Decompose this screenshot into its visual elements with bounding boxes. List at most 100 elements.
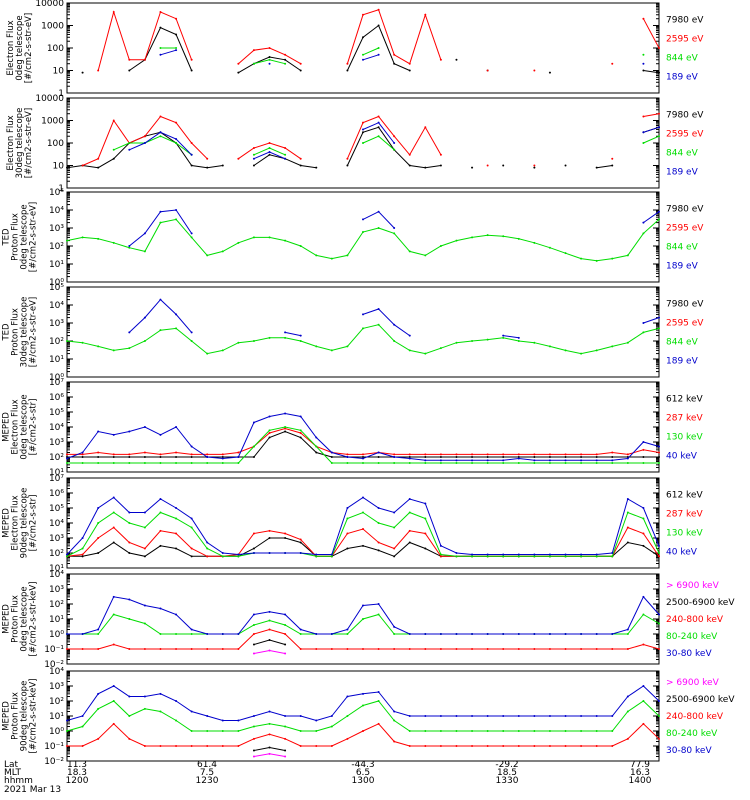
data-point [221,719,224,722]
series-line [66,126,660,169]
data-point [408,453,411,456]
data-point [81,71,84,74]
data-point [486,69,489,72]
footer-value: 1330 [496,776,519,786]
data-point [159,692,162,695]
data-point [237,62,240,65]
y-tick-label: 10⁰ [49,727,64,737]
data-point [315,553,318,556]
data-point [206,456,209,458]
data-point [517,715,520,717]
data-point [346,532,349,535]
series-line [67,613,660,635]
data-point [362,704,364,707]
y-tick-label: 10² [49,697,64,707]
y-axis-label: [#/cm2-s-str-eV] [29,297,39,367]
data-point [611,730,614,732]
data-point [642,456,645,458]
data-point [190,331,193,334]
data-point [642,517,645,520]
data-point [502,235,505,238]
data-point [143,135,146,138]
y-tick-label: 10⁻² [44,660,64,670]
y-tick-label: 10¹ [49,712,64,722]
data-point [159,456,162,458]
data-point [97,648,100,650]
data-point [175,426,178,428]
y-tick-label: 1000 [41,22,64,32]
data-point [502,648,505,650]
data-point [299,415,302,418]
data-point [362,53,364,56]
data-point [611,451,614,454]
data-point [143,451,146,454]
y-axis-label: Proton Flux [11,213,21,261]
data-point [564,648,567,650]
y-tick-label: 10³ [49,319,64,329]
data-point [486,338,489,341]
data-point [564,633,567,635]
data-point [190,236,193,239]
data-point [284,62,287,65]
data-point [268,429,271,432]
data-point [97,451,100,454]
data-point [284,715,287,717]
data-point [268,62,271,65]
footer-row-label: MLT [4,768,22,778]
data-point [346,456,349,458]
data-point [439,153,442,156]
series-line [66,511,660,557]
data-point [143,555,146,558]
data-point [580,633,583,635]
y-axis-label: 90deg telescope [20,681,30,752]
data-point [611,345,614,348]
data-point [642,331,645,334]
data-point [626,497,629,500]
data-point [175,719,178,722]
y-tick-label: 10 [53,67,65,77]
data-point [252,749,255,752]
legend-entry: 2500-6900 keV [666,695,735,705]
data-point [346,254,349,257]
data-point [346,517,349,520]
data-point [611,552,614,554]
data-point [175,517,178,520]
data-point [548,459,551,462]
data-point [159,135,162,138]
data-point [393,456,396,458]
data-point [175,209,178,211]
data-point [424,13,427,16]
legend-entry: 2500-6900 keV [666,598,735,608]
data-point [548,456,551,458]
data-point [471,730,474,732]
data-point [66,745,68,747]
data-point [595,553,598,556]
data-point [112,157,115,160]
data-point [658,451,660,454]
y-tick-label: 10¹ [49,615,64,625]
data-point [268,150,271,153]
data-point [190,456,193,458]
data-point [626,453,629,456]
data-point [658,461,660,464]
data-point [237,633,240,635]
data-point [284,58,287,61]
data-point [439,648,442,650]
data-point [439,555,442,558]
data-point [175,327,178,330]
data-point [626,695,629,698]
legend-entry: 189 eV [666,357,699,367]
data-point [284,552,287,554]
data-point [66,453,68,456]
data-point [595,259,598,262]
legend-entry: 40 keV [666,452,698,462]
data-point [237,241,240,244]
data-point [128,695,131,698]
data-point [658,544,660,547]
data-point [159,221,162,224]
data-point [486,164,489,167]
data-point [517,745,520,747]
data-point [658,71,660,74]
data-point [330,257,333,260]
data-point [268,146,271,149]
